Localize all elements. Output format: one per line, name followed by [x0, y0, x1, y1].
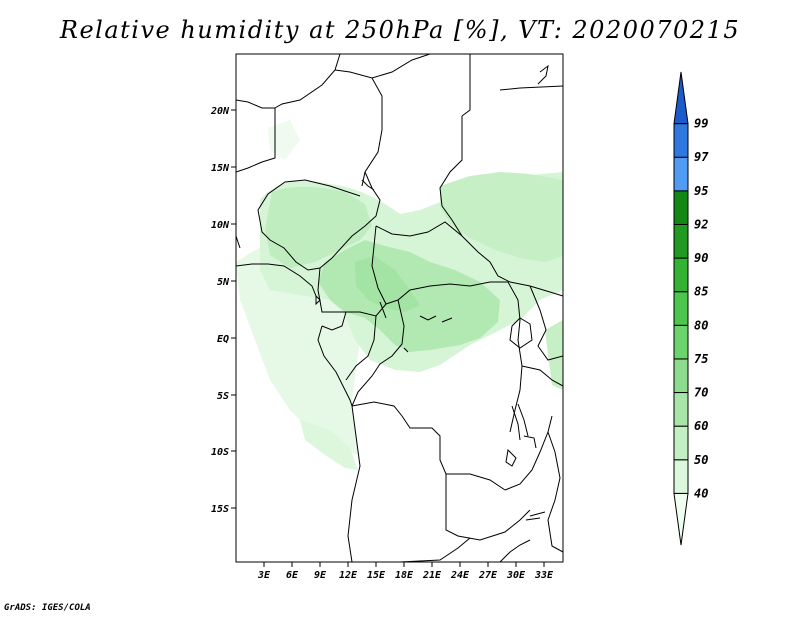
colorbar-label: 75 [694, 352, 708, 366]
lon-tick-label: 15E [367, 570, 386, 581]
colorbar: 40 50 60 70 75 80 85 90 92 95 97 99 [673, 71, 709, 546]
grads-credit: GrADS: IGES/COLA [4, 603, 91, 613]
colorbar-label: 85 [694, 285, 708, 299]
humidity-region-ne [268, 120, 300, 160]
colorbar-swatches [673, 71, 689, 546]
lon-tick-label: 3E [257, 570, 271, 581]
lon-tick-label: 30E [506, 570, 526, 581]
lon-tick: 15E [367, 562, 386, 581]
lat-tick-label: 15N [211, 163, 230, 174]
colorbar-swatch [673, 156, 689, 192]
lon-tick-label: 21E [422, 570, 442, 581]
latitude-axis: 20N 15N 10N 5N EQ 5S 10S 15S [210, 106, 236, 515]
colorbar-swatch [673, 459, 689, 494]
lat-tick: 15N [211, 163, 236, 174]
colorbar-label: 99 [694, 117, 708, 131]
colorbar-label: 60 [694, 419, 708, 433]
humidity-region-mid [265, 186, 372, 268]
lat-tick: 20N [210, 106, 236, 117]
lat-tick-label: 15S [211, 504, 229, 515]
lat-tick: 10N [211, 220, 236, 231]
lat-tick: EQ [217, 334, 236, 345]
colorbar-swatch [673, 71, 689, 125]
humidity-region-core [355, 256, 420, 312]
longitude-axis: 3E 6E 9E 12E 15E 18E 21E 24E 27E 30E 33E [257, 562, 554, 581]
lon-tick: 33E [534, 562, 554, 581]
lon-tick-label: 12E [339, 570, 358, 581]
colorbar-labels: 40 50 60 70 75 80 85 90 92 95 97 99 [694, 117, 709, 501]
lon-tick: 12E [339, 562, 358, 581]
colorbar-swatch [673, 392, 689, 427]
lon-tick-label: 33E [534, 570, 554, 581]
colorbar-label: 97 [694, 150, 709, 164]
lon-tick: 6E [286, 562, 299, 581]
lat-tick: 15S [211, 504, 236, 515]
map-frame [235, 53, 564, 563]
humidity-region-east [440, 172, 563, 262]
humidity-region-south-tail [300, 420, 358, 470]
chart-title: Relative humidity at 250hPa [%], VT: 202… [59, 16, 741, 44]
lon-tick-label: 18E [395, 570, 414, 581]
lat-tick-label: 20N [210, 106, 230, 117]
lat-tick: 5S [217, 391, 236, 402]
country-borders [236, 54, 563, 562]
lat-tick-label: EQ [217, 334, 229, 345]
colorbar-label: 40 [694, 486, 708, 500]
colorbar-swatch [673, 492, 689, 546]
lon-tick-label: 9E [314, 570, 327, 581]
colorbar-swatch [673, 358, 689, 394]
lon-tick: 30E [506, 562, 526, 581]
colorbar-label: 80 [694, 318, 708, 332]
lon-tick-label: 24E [450, 570, 470, 581]
lon-tick-label: 27E [478, 570, 498, 581]
colorbar-swatch [673, 291, 689, 326]
colorbar-label: 92 [694, 217, 708, 231]
lon-tick: 3E [257, 562, 271, 581]
lon-tick: 9E [314, 562, 327, 581]
lat-tick: 5N [217, 277, 236, 288]
lat-tick-label: 5N [217, 277, 230, 288]
colorbar-swatch [673, 190, 689, 225]
lon-tick: 24E [450, 562, 470, 581]
lon-tick-label: 6E [286, 570, 299, 581]
colorbar-swatch [673, 123, 689, 158]
humidity-shading [236, 120, 563, 470]
colorbar-swatch [673, 324, 689, 360]
lon-tick: 27E [478, 562, 498, 581]
lat-tick: 10S [211, 447, 236, 458]
lon-tick: 21E [422, 562, 442, 581]
colorbar-label: 50 [694, 453, 708, 467]
lat-tick-label: 5S [217, 391, 229, 402]
humidity-region-se [545, 320, 563, 390]
lat-tick-label: 10S [211, 447, 229, 458]
lon-tick: 18E [395, 562, 414, 581]
colorbar-label: 70 [694, 386, 708, 400]
colorbar-label: 90 [694, 251, 708, 265]
colorbar-swatch [673, 223, 689, 259]
colorbar-label: 95 [694, 184, 708, 198]
lat-tick-label: 10N [211, 220, 230, 231]
colorbar-swatch [673, 257, 689, 293]
colorbar-swatch [673, 425, 689, 461]
